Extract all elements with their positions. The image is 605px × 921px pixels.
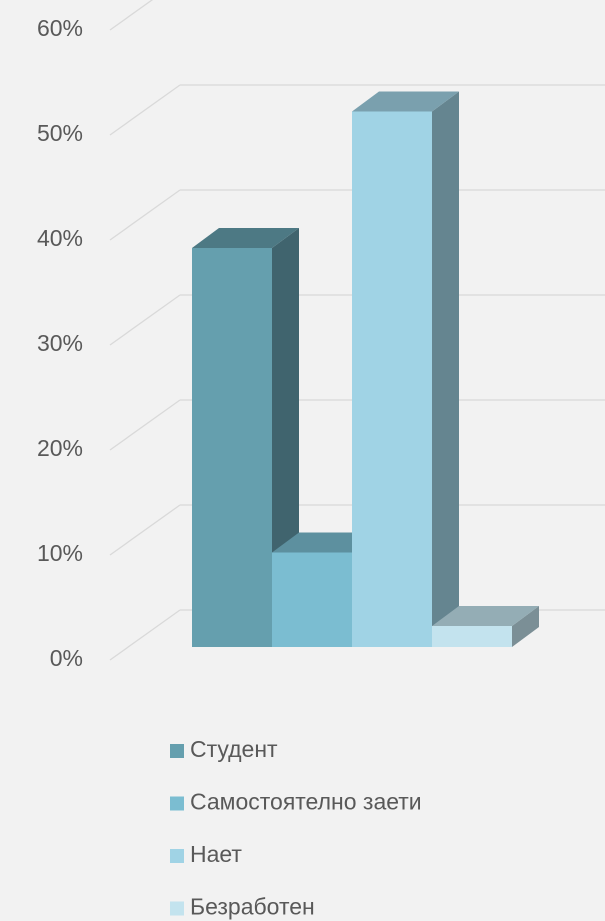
legend-swatch <box>170 796 184 811</box>
grid-line <box>109 609 181 661</box>
grid-line <box>109 399 181 451</box>
bar-top <box>352 91 459 112</box>
grid-line <box>109 189 181 241</box>
grid-line <box>109 0 154 31</box>
legend-label: Нает <box>190 841 242 867</box>
bar <box>432 626 512 647</box>
legend-label: Безработен <box>190 894 315 920</box>
legend-swatch <box>170 849 184 863</box>
bar-top <box>192 228 299 248</box>
y-tick-label: 40% <box>37 225 83 251</box>
y-tick-label: 60% <box>37 15 83 41</box>
legend-swatch <box>170 901 184 916</box>
grid-line <box>109 294 181 346</box>
y-tick-label: 30% <box>37 330 83 356</box>
y-tick-label: 20% <box>37 435 83 461</box>
grid-line <box>109 504 181 556</box>
bar <box>192 248 272 647</box>
grid-line <box>109 84 181 136</box>
bar <box>352 111 432 647</box>
legend-label: Самостоятелно заети <box>190 789 422 815</box>
y-tick-label: 0% <box>50 645 83 671</box>
legend-swatch <box>170 744 184 758</box>
bar-side <box>432 91 459 647</box>
bar-top <box>432 606 539 626</box>
bar-side <box>512 606 539 647</box>
legend-label: Студент <box>190 736 278 762</box>
y-tick-label: 10% <box>37 540 83 566</box>
y-tick-label: 50% <box>37 120 83 146</box>
bar <box>272 552 352 647</box>
